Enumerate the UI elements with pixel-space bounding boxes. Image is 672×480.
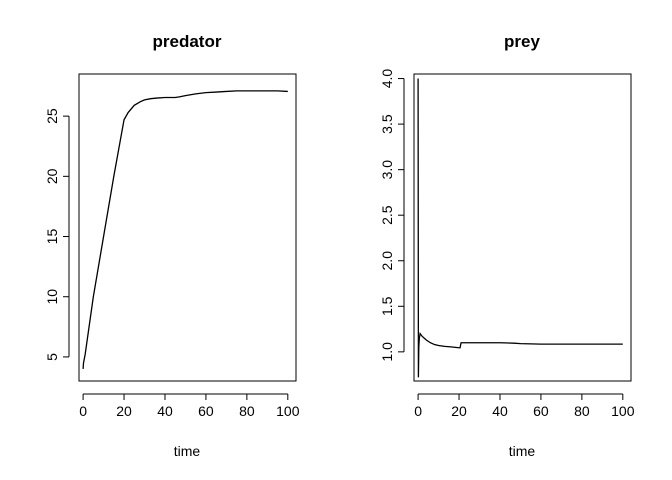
plot-frame [413,73,632,382]
x-axis-label: time [509,443,536,459]
y-tick-label: 1.0 [379,342,395,362]
y-tick-label: 10 [44,289,60,305]
y-tick-label: 15 [44,229,60,245]
y-tick-label: 5 [44,353,60,361]
x-axis-label: time [174,443,201,459]
x-tick-label: 80 [574,403,590,419]
x-tick-label: 80 [239,403,255,419]
y-tick-label: 2.0 [379,251,395,271]
x-tick-label: 100 [276,403,300,419]
y-tick-label: 2.5 [379,205,395,225]
y-axis: 5 10 15 20 25 [44,108,70,361]
x-tick-label: 20 [116,403,132,419]
x-tick-label: 20 [451,403,467,419]
chart-title: prey [504,32,540,51]
predator-panel: predator 0 20 40 60 80 100 5 10 15 20 25 time [44,32,300,459]
series-line-predator [82,90,288,370]
x-axis: 0 20 40 60 80 100 [79,393,300,419]
y-tick-label: 4.0 [379,69,395,89]
x-tick-label: 40 [492,403,508,419]
series-line-prey [417,78,623,378]
y-tick-label: 3.5 [379,114,395,134]
x-tick-label: 60 [198,403,214,419]
x-tick-label: 0 [79,403,87,419]
y-tick-label: 20 [44,168,60,184]
x-tick-label: 60 [533,403,549,419]
y-tick-label: 25 [44,108,60,124]
chart-title: predator [153,32,222,51]
x-tick-label: 40 [157,403,173,419]
prey-panel: prey 0 20 40 60 80 100 1.01.52.02.53.03.54.0 … [379,32,635,459]
x-tick-label: 100 [611,403,635,419]
plot-frame [78,73,297,382]
x-tick-label: 0 [414,403,422,419]
y-tick-label: 1.5 [379,296,395,316]
y-axis: 1.0 1.5 2.0 2.5 3.0 3.5 4.0 [379,69,405,362]
y-tick-label: 3.0 [379,160,395,180]
x-axis: 0 20 40 60 80 100 [414,393,635,419]
